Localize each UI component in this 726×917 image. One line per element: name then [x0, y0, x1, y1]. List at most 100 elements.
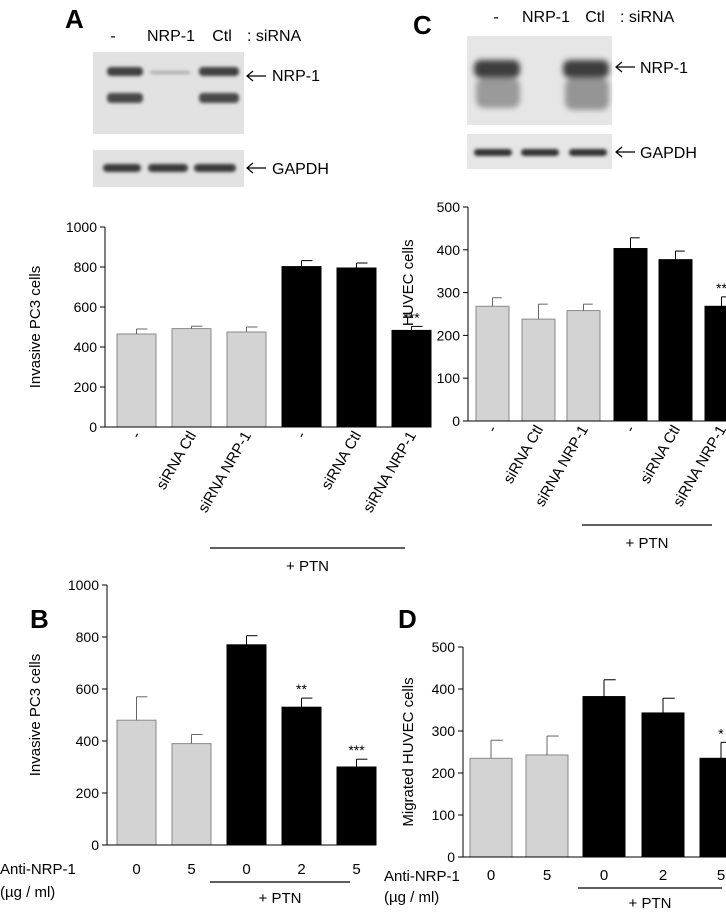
blot-c-target-label: NRP-1 [640, 60, 688, 77]
chart-c-category-label-4: - [622, 423, 639, 436]
chart-b-category-label-3: 0 [242, 861, 250, 878]
chart-d-y-tick-label-0: 0 [447, 849, 455, 865]
chart-b-bar-5 [336, 766, 377, 846]
chart-d-y-tick-label-3: 300 [432, 723, 456, 739]
blot-c-lane-2: NRP-1 [522, 9, 570, 26]
chart-d-significance-5: * [718, 725, 724, 741]
chart-b-group-label: + PTN [259, 890, 302, 907]
chart-b-y-axis-label: Invasive PC3 cells [27, 654, 44, 777]
blot-a-gapdh-arrow [246, 162, 266, 174]
chart-a-significance-6: *** [403, 309, 420, 325]
chart-c-category-label-2: siRNA Ctl [500, 423, 547, 487]
chart-c-category-label-5: siRNA Ctl [637, 423, 684, 487]
chart-a-category-label-5: siRNA Ctl [318, 429, 365, 493]
chart-c-y-tick-label-0: 0 [452, 413, 460, 429]
chart-c-y-tick-label-4: 400 [437, 242, 461, 258]
blot-c-nrp1-bands [474, 60, 609, 110]
chart-d-category-label-2: 5 [543, 867, 551, 884]
chart-c-group-label: + PTN [626, 535, 669, 552]
chart-b-category-label-1: 0 [132, 861, 140, 878]
chart-a-category-label-1: - [128, 429, 145, 442]
chart-d-group-label: + PTN [629, 895, 672, 912]
blot-a-lane-3: Ctl [212, 28, 232, 45]
chart-b-bar-4 [281, 706, 322, 846]
chart-d-x-axis-label: Anti-NRP-1 [384, 868, 460, 885]
chart-b-category-label-2: 5 [187, 861, 195, 878]
chart-c-bar-4 [613, 248, 648, 422]
chart-a-error-bar-2 [191, 325, 203, 329]
chart-a-y-tick-label-5: 1000 [66, 219, 97, 235]
blot-c-suffix: : siRNA [620, 9, 675, 26]
chart-a-bar-3 [226, 331, 267, 428]
chart-b-category-label-5: 5 [352, 861, 360, 878]
chart-a-error-bar-6 [411, 325, 423, 331]
chart-c-bar-1 [475, 305, 510, 422]
chart-b-y-tick-label-0: 0 [91, 837, 99, 853]
chart-d-x-axis-unit: (µg / ml) [384, 889, 439, 906]
chart-b-y-tick-label-4: 800 [76, 629, 100, 645]
chart-c-bar-6 [704, 305, 726, 422]
chart-a-category-label-2: siRNA Ctl [153, 429, 200, 493]
chart-b-significance-5: *** [348, 742, 365, 758]
chart-d-error-bar-3 [603, 679, 616, 697]
western-blot-a: - NRP-1 Ctl : siRNA NRP-1 GAPDH [93, 28, 329, 187]
chart-b-y-tick-label-5: 1000 [68, 577, 99, 593]
chart-b-error-bar-4 [301, 697, 313, 708]
chart-d-bar-5 [699, 757, 726, 858]
chart-d-y-tick-label-4: 400 [432, 681, 456, 697]
panel-letter-c: C [413, 10, 432, 40]
chart-d-category-label-1: 0 [487, 867, 495, 884]
chart-c-category-label-1: - [484, 423, 501, 436]
blot-c-gapdh-arrow [615, 146, 635, 158]
chart-b-y-tick-label-2: 400 [76, 733, 100, 749]
chart-d-bar-4 [641, 712, 685, 858]
chart-d-y-axis-label: Migrated HUVEC cells [400, 677, 417, 826]
blot-c-loading-label: GAPDH [640, 145, 697, 162]
chart-d-bar-3 [582, 696, 626, 858]
chart-c-bar-5 [658, 259, 693, 422]
panel-letter-d: D [398, 604, 417, 634]
chart-c-significance-6: ** [716, 280, 726, 296]
chart-a-bar-4 [281, 266, 322, 428]
chart-b-y-tick-label-3: 600 [76, 681, 100, 697]
chart-d-error-bar-2 [546, 735, 559, 755]
blot-a-loading-label: GAPDH [272, 161, 329, 178]
chart-d-y-tick-label-5: 500 [432, 639, 456, 655]
chart-a-category-label-3: siRNA NRP-1 [195, 429, 255, 516]
chart-a-group-label: + PTN [286, 558, 329, 575]
chart-b-bar-3 [226, 644, 267, 846]
chart-d-y-tick-label-2: 200 [432, 765, 456, 781]
blot-a-suffix: : siRNA [247, 28, 302, 45]
chart-d-error-bar-1 [490, 739, 503, 759]
chart-a-y-tick-label-4: 800 [74, 259, 98, 275]
panel-letter-b: B [30, 604, 49, 634]
blot-c-lane-3: Ctl [585, 9, 605, 26]
bar-chart-d: * 0 100 200 300 400 500 Migrated HUVEC cells 0 5 0… [384, 639, 726, 912]
chart-d-y-tick-label-1: 100 [432, 807, 456, 823]
blot-a-lane-2: NRP-1 [147, 28, 195, 45]
chart-a-error-bar-5 [356, 262, 368, 268]
chart-a-error-bar-3 [246, 326, 258, 332]
blot-a-nrp1-arrow [246, 70, 266, 82]
chart-c-y-axis-label: Migrated HUVEC cells [400, 239, 417, 388]
chart-b-bar-1 [116, 719, 157, 846]
chart-c-y-tick-label-1: 100 [437, 370, 461, 386]
chart-b-error-bar-2 [191, 734, 203, 744]
chart-b-significance-4: ** [296, 681, 307, 697]
blot-c-lane-1: - [493, 9, 498, 26]
chart-d-category-label-4: 2 [659, 867, 667, 884]
chart-a-y-tick-label-0: 0 [89, 419, 97, 435]
chart-a-bar-2 [171, 328, 212, 428]
chart-c-y-tick-label-3: 300 [437, 285, 461, 301]
chart-b-x-axis-label: Anti-NRP-1 [0, 861, 76, 878]
chart-c-error-bar-4 [630, 237, 640, 249]
chart-b-y-tick-label-1: 200 [76, 785, 100, 801]
chart-c-bar-2 [521, 318, 556, 422]
chart-b-error-bar-1 [136, 696, 148, 721]
western-blot-c: - NRP-1 Ctl : siRNA NRP-1 GAPDH [467, 9, 697, 169]
chart-a-error-bar-4 [301, 260, 313, 267]
